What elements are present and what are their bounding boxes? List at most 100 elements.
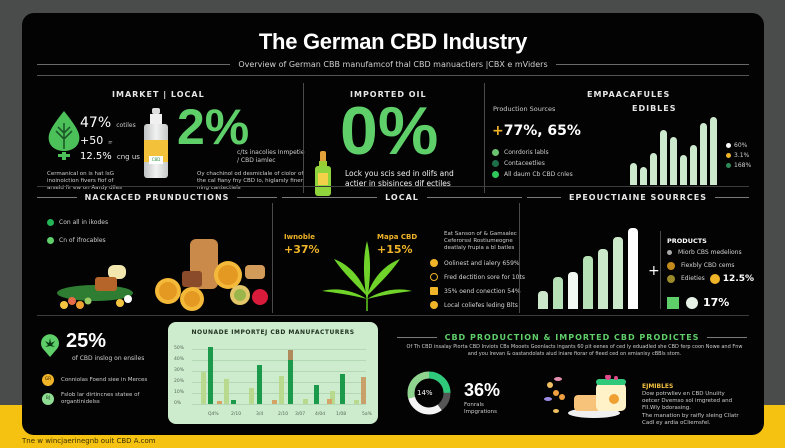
list-item-label: Miorb CBS medelions	[678, 249, 742, 256]
x-tick: Q4%	[208, 412, 219, 417]
divider	[37, 197, 77, 198]
circle-icon	[686, 297, 698, 309]
legend-label: 3.1%	[734, 151, 750, 159]
list-item: Local coliefes leding Blts	[430, 298, 530, 312]
section-heading-market: IMARKET | LOCAL	[112, 90, 205, 99]
donut-chart	[407, 371, 451, 415]
stat-row: +50 rr	[80, 129, 150, 147]
dropper-bottle-icon	[315, 151, 331, 197]
divider	[707, 337, 747, 338]
production-highlight-value: 77%, 65%	[503, 123, 581, 139]
divider	[519, 203, 520, 313]
chart-bar	[288, 360, 293, 404]
local-stat2-value: +15%	[377, 243, 413, 256]
products-bottom-value: 17%	[703, 296, 730, 309]
divider	[37, 186, 749, 187]
leaf-icon	[48, 111, 80, 160]
chart-bar	[700, 123, 707, 185]
chart-bar	[257, 365, 262, 404]
list-item: 35% oend conection 54%	[430, 284, 530, 298]
bullet-icon	[47, 236, 54, 244]
chart-bar	[650, 153, 657, 185]
divider	[237, 197, 278, 198]
edibles-text-1: Dow potrwliev en CBD Unuiity oetcer Dvem…	[642, 391, 733, 411]
coin-icon	[430, 259, 438, 267]
legend-dot-icon	[492, 160, 499, 167]
section-heading-row: NACKACED PRUNDUCTIONS	[37, 193, 278, 202]
legend-dot-icon	[492, 171, 499, 178]
chart-bar	[568, 272, 578, 309]
local-stat2-label: Mapa CBD	[377, 233, 418, 241]
production-sources-bar-chart	[538, 228, 638, 309]
list-item: Fred dectition sore for 10ts	[430, 270, 530, 284]
legend-item: All daum Cb CBD cnles	[492, 169, 592, 180]
chart-bar	[630, 163, 637, 185]
gridline	[192, 349, 366, 350]
imported-big-value: 36%	[464, 380, 501, 400]
coin-icon	[709, 273, 720, 284]
chart-bar	[660, 130, 667, 185]
x-tick: 1/08	[336, 412, 347, 417]
local-stat1-label: Iwnoble	[284, 233, 316, 241]
legend-item: 168%	[726, 160, 764, 170]
box-icon	[430, 287, 438, 295]
legend-label: 60%	[734, 141, 748, 149]
legend-dot-icon	[726, 152, 731, 158]
chart-bar	[314, 385, 319, 404]
section-heading-row: CBD PRODUCTION & IMPORTED CBD PRODICTES	[397, 333, 747, 342]
bj-badge-icon: BJ	[42, 393, 54, 405]
list-item-label: Con all in ikodes	[59, 218, 109, 226]
legend-label: 168%	[734, 161, 752, 169]
y-tick: 30%	[174, 368, 185, 373]
market-big-caption: c/ts inacolies Inmpetie / CBD iamlec	[237, 149, 305, 164]
divider	[660, 231, 661, 309]
list-item: Con all in ikodes	[47, 213, 167, 231]
divider	[37, 75, 749, 76]
section-heading-local: LOCAL	[385, 193, 419, 202]
market-stats: 47% cotiles +50 rr 12.5% cng us	[80, 112, 150, 162]
products-heading: PRODUCTS	[667, 237, 707, 245]
divider	[303, 83, 304, 193]
divider	[715, 197, 750, 198]
y-tick: 0%	[174, 401, 182, 406]
stat-value: 12.5%	[80, 151, 112, 162]
divider	[426, 197, 522, 198]
stat-row: 12.5% cng us	[80, 144, 150, 162]
legend-dot-icon	[726, 162, 731, 168]
footer-url[interactable]: Tne w wincjaerinegnb ouit CBD A.com	[22, 437, 156, 445]
list-item-label: Edieties	[681, 275, 705, 282]
y-tick: 10%	[174, 390, 185, 395]
legend-label: All daum Cb CBD cnles	[504, 171, 573, 178]
divider	[484, 83, 485, 193]
legend-label: Contaceetlies	[504, 160, 545, 167]
list-item: Cn of ifrocables	[47, 231, 167, 249]
products-list: Miorb CBS medelions Fiexbly CBD cems Edi…	[667, 246, 762, 285]
chart-bar	[288, 350, 293, 360]
legend-item: 60%	[726, 140, 764, 150]
chart-bar	[354, 400, 359, 404]
gr-badge-icon: GR	[42, 374, 54, 386]
imported-big-caption: Fonrals Impgrations	[464, 402, 497, 415]
gridline	[192, 371, 366, 372]
chart-bar	[680, 155, 687, 185]
section-heading-row: LOCAL	[282, 193, 522, 202]
list-item: Miorb CBS medelions	[667, 246, 762, 259]
local-description: Eat Sanson of & Gamsalec Ceferorssl Rost…	[444, 231, 517, 251]
bullet-icon	[47, 218, 54, 226]
divider	[282, 197, 378, 198]
list-item: Edieties 12.5%	[667, 272, 762, 285]
list-item-label: Fslob lar dirtincnes statee of organtini…	[61, 392, 140, 405]
chart-bar	[201, 372, 206, 404]
chart-bar	[208, 347, 213, 404]
chart-bar	[553, 277, 563, 309]
legend-item: Conrdoris labls	[492, 147, 592, 158]
badge-icon	[667, 261, 675, 270]
y-tick: 40%	[174, 357, 185, 362]
imported-manufacturers-chart: NOUNADE IMPORTEJ CBD MANUFACTURERS 50% 4…	[168, 322, 378, 424]
chart-bar	[640, 167, 647, 185]
x-tick: 4/0d	[315, 412, 326, 417]
imported-oil-big-value: 0%	[340, 93, 439, 169]
chart-bar	[710, 117, 717, 185]
divider	[555, 63, 749, 65]
chart-bar	[231, 400, 236, 404]
